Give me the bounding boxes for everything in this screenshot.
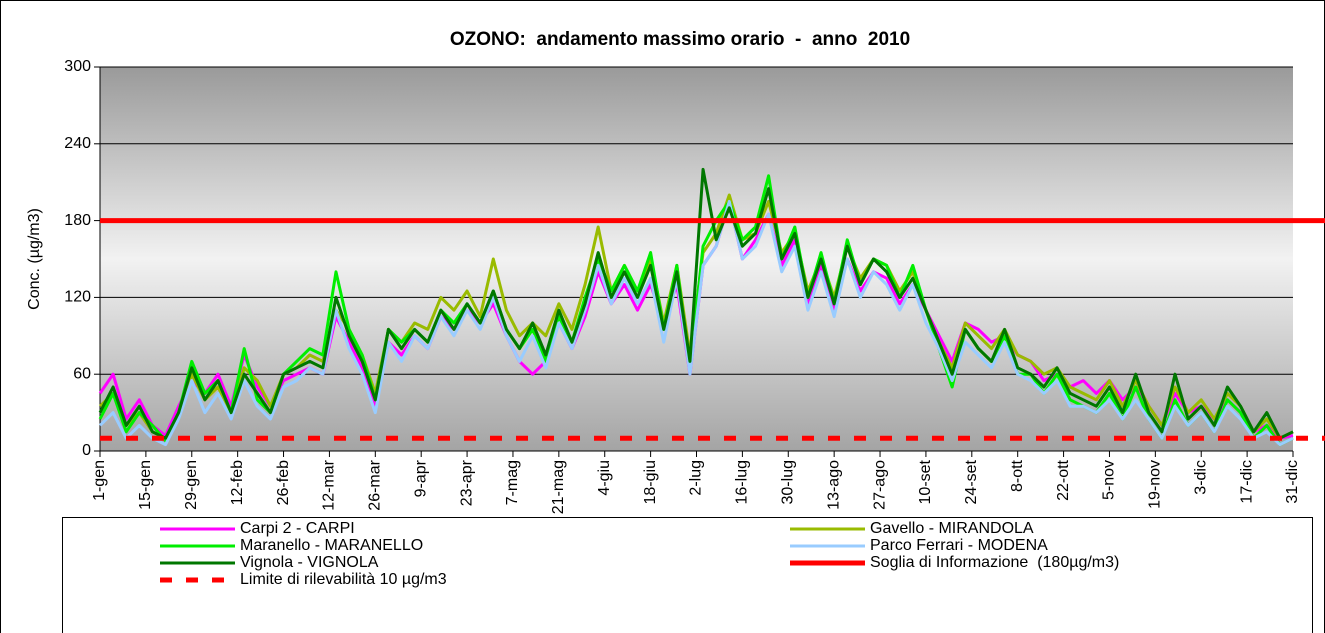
- x-tick-label: 12-feb: [229, 460, 246, 505]
- x-tick-label: 10-set: [917, 459, 934, 504]
- legend: [62, 517, 1313, 633]
- y-tick-label: 60: [73, 365, 91, 382]
- x-tick-label: 5-nov: [1101, 460, 1118, 500]
- x-tick-label: 30-lug: [779, 460, 796, 504]
- series-line: [98, 167, 1294, 440]
- x-tick-label: 16-lug: [734, 460, 751, 504]
- chart-title: OZONO: andamento massimo orario - anno 2…: [450, 29, 910, 50]
- legend-label: Maranello - MARANELLO: [240, 537, 423, 554]
- legend-label: Limite di rilevabilità 10 µg/m3: [240, 571, 447, 588]
- legend-label: Gavello - MIRANDOLA: [870, 520, 1034, 537]
- y-tick-label: 180: [64, 212, 91, 229]
- x-tick-label: 31-dic: [1284, 460, 1301, 504]
- legend-label: Vignola - VIGNOLA: [240, 554, 379, 571]
- legend-label: Carpi 2 - CARPI: [240, 520, 355, 537]
- x-tick-label: 1-gen: [91, 460, 108, 501]
- x-tick-label: 29-gen: [183, 460, 200, 510]
- x-tick-label: 17-dic: [1238, 460, 1255, 504]
- x-tick-label: 4-giu: [596, 460, 613, 496]
- x-tick-label: 26-mar: [367, 459, 384, 510]
- x-tick-label: 12-mar: [321, 459, 338, 510]
- x-tick-label: 18-giu: [642, 460, 659, 504]
- y-axis-label: Conc. (µg/m3): [26, 208, 43, 310]
- x-tick-label: 22-ott: [1055, 459, 1072, 500]
- y-tick-label: 240: [64, 135, 91, 152]
- x-tick-label: 19-nov: [1147, 460, 1164, 509]
- series-line: [98, 199, 1294, 447]
- x-tick-label: 13-ago: [825, 460, 842, 510]
- legend-label: Parco Ferrari - MODENA: [870, 537, 1048, 554]
- x-tick-label: 21-mag: [550, 460, 567, 514]
- x-tick-label: 24-set: [963, 459, 980, 504]
- x-tick-label: 7-mag: [504, 460, 521, 505]
- x-tick-label: 23-apr: [458, 459, 475, 506]
- x-tick-label: 9-apr: [412, 459, 429, 497]
- x-tick-label: 2-lug: [688, 460, 705, 496]
- x-tick-label: 8-ott: [1009, 459, 1026, 492]
- x-tick-label: 27-ago: [871, 460, 888, 510]
- x-tick-label: 26-feb: [275, 460, 292, 505]
- y-tick-label: 120: [64, 289, 91, 306]
- x-tick-label: 3-dic: [1192, 460, 1209, 495]
- legend-label: Soglia di Informazione (180µg/m3): [870, 554, 1119, 571]
- y-tick-label: 0: [82, 442, 91, 459]
- x-tick-label: 15-gen: [137, 460, 154, 510]
- y-tick-label: 300: [64, 58, 91, 75]
